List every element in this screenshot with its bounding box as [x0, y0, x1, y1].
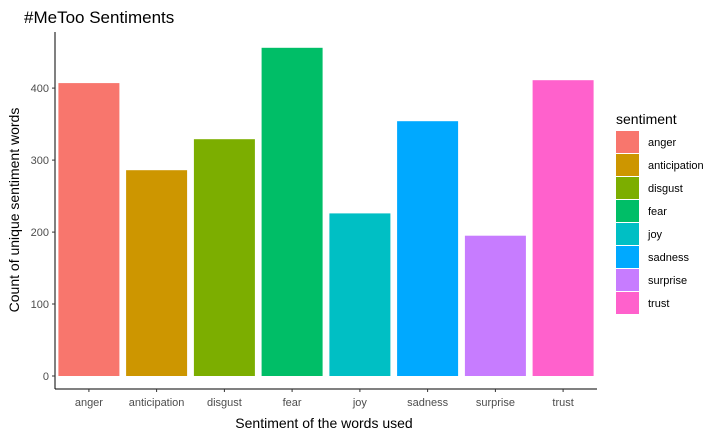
chart-title: #MeToo Sentiments [24, 8, 174, 27]
legend-label-fear: fear [648, 206, 667, 218]
x-tick-label-surprise: surprise [476, 397, 515, 409]
legend: sentiment anger anticipation disgust fear jo… [616, 111, 704, 314]
bar-anticipation [126, 170, 188, 376]
x-tick-label-sadness: sadness [407, 397, 448, 409]
x-tick-label-disgust: disgust [207, 397, 242, 409]
legend-items: anger anticipation disgust fear joy sadness su… [616, 131, 704, 314]
x-tick-label-fear: fear [283, 397, 302, 409]
legend-swatch-anticipation [616, 154, 639, 176]
bar-joy [329, 213, 391, 376]
legend-swatch-joy [616, 223, 639, 245]
legend-swatch-surprise [616, 269, 639, 291]
plot-area: 0 100 200 300 400 anger anticipation disgust fe… [31, 32, 597, 409]
legend-swatch-trust [616, 292, 639, 314]
legend-title: sentiment [616, 111, 677, 127]
x-axis-ticks: anger anticipation disgust fear joy sadness su… [75, 389, 574, 409]
bar-sadness [397, 121, 459, 376]
bar-fear [261, 47, 323, 377]
legend-label-anticipation: anticipation [648, 160, 704, 172]
legend-label-trust: trust [648, 298, 669, 310]
y-axis-ticks: 0 100 200 300 400 [31, 83, 55, 383]
legend-label-sadness: sadness [648, 252, 689, 264]
legend-label-disgust: disgust [648, 183, 683, 195]
legend-label-surprise: surprise [648, 275, 687, 287]
legend-swatch-disgust [616, 177, 639, 199]
x-axis-label: Sentiment of the words used [235, 415, 412, 431]
y-axis-label: Count of unique sentiment words [6, 108, 22, 313]
y-tick-label-0: 0 [43, 371, 49, 383]
y-tick-label-300: 300 [31, 155, 49, 167]
legend-swatch-fear [616, 200, 639, 222]
legend-label-anger: anger [648, 137, 676, 149]
legend-swatch-anger [616, 131, 639, 153]
x-tick-label-anger: anger [75, 397, 103, 409]
legend-swatch-sadness [616, 246, 639, 268]
bar-surprise [464, 235, 526, 376]
x-tick-label-anticipation: anticipation [129, 397, 185, 409]
y-tick-label-100: 100 [31, 299, 49, 311]
x-tick-label-trust: trust [552, 397, 573, 409]
bar-disgust [193, 139, 255, 376]
legend-label-joy: joy [647, 229, 663, 241]
x-tick-label-joy: joy [352, 397, 368, 409]
bar-anger [58, 83, 120, 376]
bar-trust [532, 80, 594, 376]
y-tick-label-400: 400 [31, 83, 49, 95]
y-tick-label-200: 200 [31, 227, 49, 239]
bars [58, 47, 594, 377]
